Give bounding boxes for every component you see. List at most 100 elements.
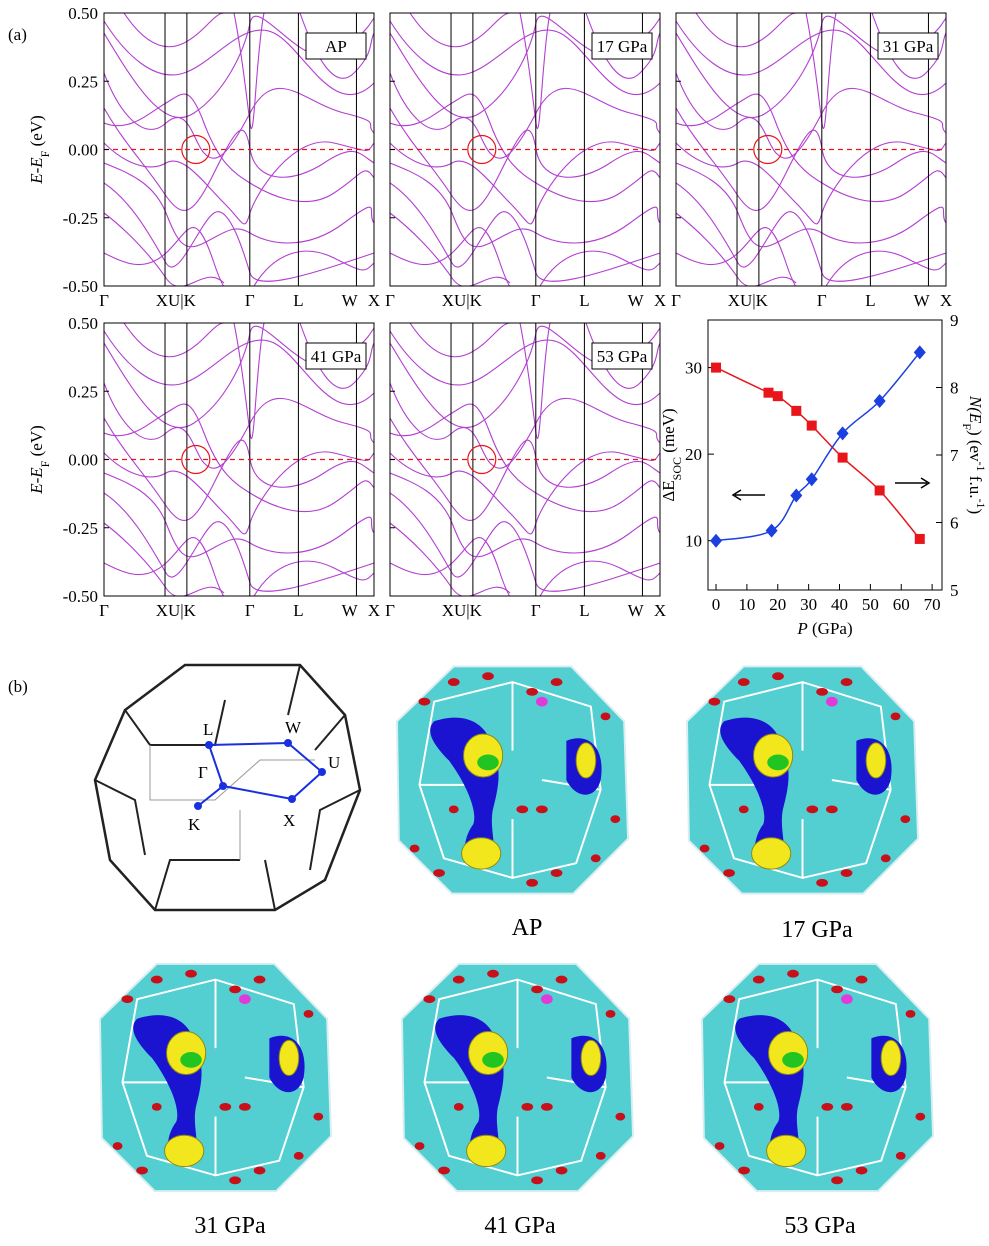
y-tick-label: 0.50 xyxy=(68,4,98,23)
fs-caption: 31 GPa xyxy=(194,1213,266,1239)
label-part: E-E xyxy=(27,157,46,185)
label-part: -1 xyxy=(974,462,988,472)
label-part: -1 xyxy=(974,498,988,508)
kpoint-label: Γ xyxy=(531,601,541,620)
y-tick-label: 10 xyxy=(685,532,702,551)
marker xyxy=(875,485,885,495)
kpoint-label: Γ xyxy=(245,601,255,620)
bz-point: L xyxy=(203,720,213,739)
kpoint-label: L xyxy=(293,601,303,620)
marker xyxy=(766,524,778,538)
label-part: (eV) xyxy=(27,115,46,150)
label-part: ) (ev xyxy=(966,430,985,462)
y-tick-label: -0.25 xyxy=(63,209,98,228)
kpoint-label: X xyxy=(368,291,380,310)
x-tick-label: 0 xyxy=(712,595,721,614)
kpoint-label: X xyxy=(654,601,666,620)
marker xyxy=(838,453,848,463)
y-tick-label: -0.50 xyxy=(63,277,98,296)
kpoint-label: W xyxy=(342,601,359,620)
y-tick-label: 0.00 xyxy=(68,141,98,160)
pressure-label: 41 GPa xyxy=(311,347,362,366)
fermi-surface xyxy=(100,964,331,1191)
axis-label: P (GPa) xyxy=(796,619,852,638)
fermi-surface xyxy=(402,964,633,1191)
label-part: (GPa) xyxy=(808,619,853,638)
fermi-surface xyxy=(397,666,628,893)
axis-label: N(EF) (ev-1 f.u.-1) xyxy=(960,395,988,514)
kpoint-label: W xyxy=(914,291,931,310)
kpoint-label: L xyxy=(293,291,303,310)
kpoint-label: Γ xyxy=(99,291,109,310)
pressure-label: 17 GPa xyxy=(597,37,648,56)
fermi-surface xyxy=(687,666,918,893)
kpoint-label: X xyxy=(654,291,666,310)
panel-label: (b) xyxy=(8,677,28,696)
kpoint-label: X xyxy=(940,291,952,310)
fit-line xyxy=(716,368,920,539)
kpoint-label: Γ xyxy=(817,291,827,310)
kpoint-label: Γ xyxy=(531,291,541,310)
bz-point: U xyxy=(328,753,340,772)
label-part: ΔE xyxy=(659,480,678,501)
kpoint-label: Γ xyxy=(385,291,395,310)
pressure-label: AP xyxy=(325,37,347,56)
kpoint-label: L xyxy=(579,291,589,310)
y2-tick-label: 9 xyxy=(950,311,959,330)
marker xyxy=(711,363,721,373)
label-part: N(E xyxy=(966,395,985,424)
kpoint-label: W xyxy=(628,601,645,620)
kpoint-label: Γ xyxy=(671,291,681,310)
label-part: E-E xyxy=(27,467,46,495)
bz-point: X xyxy=(283,811,295,830)
y-tick-label: 0.25 xyxy=(68,72,98,91)
y-tick-label: 30 xyxy=(685,359,702,378)
axis-label: E-EF (eV) xyxy=(27,425,52,495)
marker xyxy=(791,406,801,416)
axis-arrow xyxy=(733,490,765,500)
x-tick-label: 70 xyxy=(924,595,941,614)
y-tick-label: 20 xyxy=(685,445,702,464)
pressure-label: 53 GPa xyxy=(597,347,648,366)
kpoint-label: Γ xyxy=(385,601,395,620)
kpoint-label: XU|K xyxy=(442,291,483,310)
axis-label: E-EF (eV) xyxy=(27,115,52,185)
bz-point: K xyxy=(188,815,201,834)
marker xyxy=(764,388,774,398)
label-part: P xyxy=(796,619,807,638)
bz-point: Γ xyxy=(198,763,208,782)
y-tick-label: 0.00 xyxy=(68,451,98,470)
fs-caption: 41 GPa xyxy=(484,1213,556,1239)
axis-arrow xyxy=(895,478,929,488)
fermi-surface xyxy=(702,964,933,1191)
fs-caption: 53 GPa xyxy=(784,1213,856,1239)
kpoint-label: Γ xyxy=(245,291,255,310)
x-tick-label: 20 xyxy=(769,595,786,614)
y2-tick-label: 6 xyxy=(950,514,959,533)
bz-point: W xyxy=(285,718,302,737)
y-tick-label: -0.25 xyxy=(63,519,98,538)
marker xyxy=(915,534,925,544)
y-tick-label: 0.50 xyxy=(68,314,98,333)
label-part: SOC xyxy=(670,457,684,480)
kpoint-label: L xyxy=(865,291,875,310)
x-tick-label: 10 xyxy=(738,595,755,614)
y2-tick-label: 8 xyxy=(950,379,959,398)
y-tick-label: -0.50 xyxy=(63,587,98,606)
marker xyxy=(773,391,783,401)
y-tick-label: 0.25 xyxy=(68,382,98,401)
x-tick-label: 40 xyxy=(831,595,848,614)
label-part: f.u. xyxy=(966,472,985,499)
fs-caption: 17 GPa xyxy=(781,917,853,943)
kpoint-label: XU|K xyxy=(728,291,769,310)
marker xyxy=(710,534,722,548)
axis-label: ΔESOC (meV) xyxy=(659,408,684,501)
marker xyxy=(807,421,817,431)
y2-tick-label: 5 xyxy=(950,581,959,600)
y2-tick-label: 7 xyxy=(950,446,959,465)
fit-line xyxy=(716,352,920,540)
panel-label: (a) xyxy=(8,25,27,44)
kpoint-label: XU|K xyxy=(156,601,197,620)
brillouin-zone xyxy=(95,665,360,910)
x-tick-label: 50 xyxy=(862,595,879,614)
